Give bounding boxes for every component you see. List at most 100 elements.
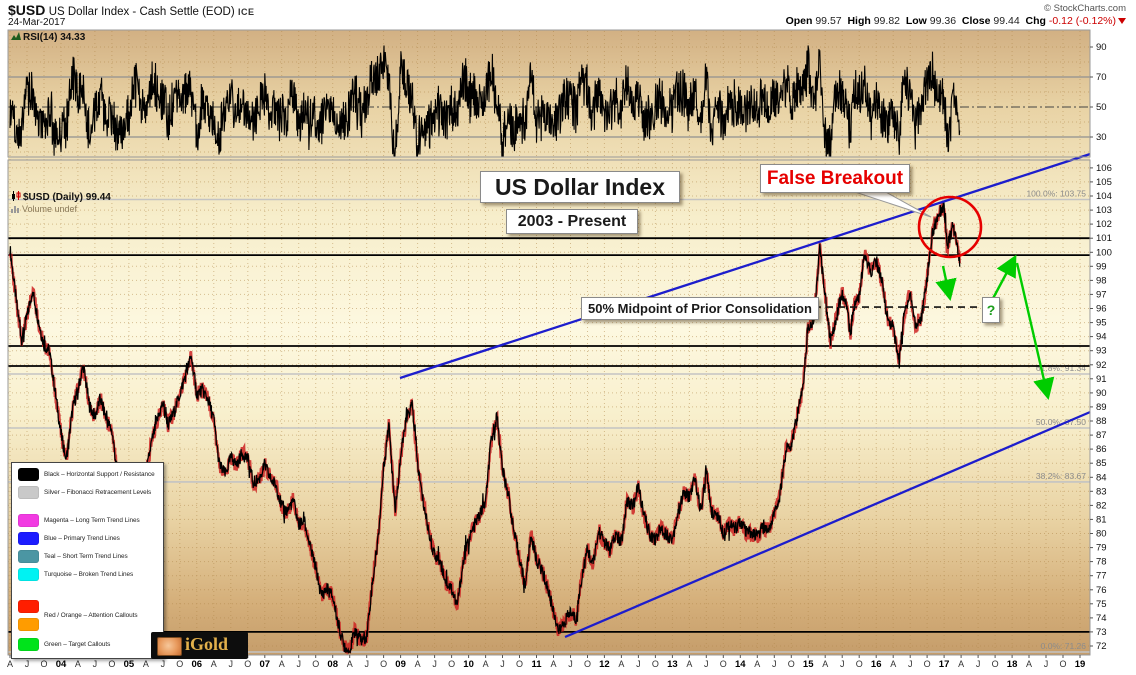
svg-text:J: J	[364, 659, 369, 669]
svg-text:91: 91	[1096, 374, 1107, 385]
legend-swatch-magenta	[18, 514, 39, 527]
instrument-name: US Dollar Index - Cash Settle (EOD)	[48, 6, 235, 18]
chart-title-box: US Dollar Index	[480, 171, 680, 203]
svg-text:78: 78	[1096, 557, 1107, 568]
svg-text:J: J	[908, 659, 913, 669]
svg-text:18: 18	[1007, 659, 1018, 670]
svg-text:30: 30	[1096, 132, 1107, 143]
svg-text:104: 104	[1096, 191, 1112, 202]
svg-text:A: A	[958, 659, 964, 669]
open-label: Open	[785, 15, 813, 27]
svg-text:11: 11	[531, 659, 542, 670]
svg-text:17: 17	[939, 659, 950, 670]
legend-label-green: Green – Target Callouts	[44, 641, 111, 648]
svg-text:09: 09	[395, 659, 406, 670]
svg-text:J: J	[772, 659, 777, 669]
legend-swatch-silver	[18, 486, 39, 499]
svg-text:A: A	[75, 659, 81, 669]
midpoint-label-box: 50% Midpoint of Prior Consolidation	[581, 297, 819, 320]
svg-text:J: J	[500, 659, 505, 669]
svg-text:J: J	[229, 659, 234, 669]
svg-text:80: 80	[1096, 529, 1107, 540]
legend-label-red-orange: Red / Orange – Attention Callouts	[44, 612, 138, 619]
svg-text:93: 93	[1096, 346, 1107, 357]
svg-text:A: A	[618, 659, 624, 669]
close-value: 99.44	[993, 15, 1020, 27]
svg-text:A: A	[143, 659, 149, 669]
chg-label: Chg	[1025, 15, 1046, 27]
legend-label-blue: Blue – Primary Trend Lines	[44, 535, 120, 542]
rsi-series	[9, 45, 961, 157]
fib-label: 61.8%: 91.34	[1036, 363, 1086, 373]
svg-text:77: 77	[1096, 571, 1107, 582]
svg-text:100: 100	[1096, 247, 1112, 258]
svg-text:06: 06	[192, 659, 203, 670]
svg-text:82: 82	[1096, 500, 1107, 511]
svg-text:O: O	[516, 659, 523, 669]
svg-text:J: J	[161, 659, 166, 669]
svg-text:89: 89	[1096, 402, 1107, 413]
svg-text:O: O	[108, 659, 115, 669]
svg-text:14: 14	[735, 659, 746, 670]
target-arrows	[935, 254, 1055, 401]
question-mark-box: ?	[982, 297, 1000, 323]
svg-text:O: O	[856, 659, 863, 669]
svg-text:O: O	[720, 659, 727, 669]
symbol: $USD	[8, 2, 46, 18]
svg-text:86: 86	[1096, 444, 1107, 455]
igold-logo: iGold	[151, 632, 248, 659]
svg-text:83: 83	[1096, 486, 1107, 497]
exchange: ICE	[238, 7, 255, 17]
open-value: 99.57	[815, 15, 842, 27]
svg-text:A: A	[686, 659, 692, 669]
svg-text:O: O	[788, 659, 795, 669]
x-axis-labels: A J O 04 A J O 05 A J O 06 A J O 07 A J O 08 A J O 09 A J O 10 A J O 11…	[7, 655, 1085, 670]
svg-text:97: 97	[1096, 289, 1107, 300]
price-series	[8, 200, 961, 655]
svg-text:A: A	[279, 659, 285, 669]
svg-text:O: O	[1059, 659, 1066, 669]
svg-text:16: 16	[871, 659, 882, 670]
high-label: High	[847, 15, 871, 27]
candlestick-icon	[11, 191, 21, 204]
legend-swatch-orange	[18, 618, 39, 631]
rsi-panel-label: RSI(14) 34.33	[11, 32, 85, 44]
svg-text:70: 70	[1096, 72, 1107, 83]
panel-borders	[7, 29, 1091, 656]
svg-text:10: 10	[463, 659, 474, 670]
svg-text:J: J	[93, 659, 98, 669]
svg-text:J: J	[704, 659, 709, 669]
svg-text:A: A	[550, 659, 556, 669]
svg-text:O: O	[584, 659, 591, 669]
svg-text:15: 15	[803, 659, 814, 670]
legend-swatch-teal	[18, 550, 39, 563]
legend-box: Black – Horizontal Support / Resistance …	[11, 462, 164, 659]
legend-label-black: Black – Horizontal Support / Resistance	[44, 471, 155, 478]
low-value: 99.36	[929, 15, 957, 27]
svg-text:J: J	[296, 659, 301, 669]
legend-swatch-green	[18, 638, 39, 651]
svg-text:J: J	[840, 659, 845, 669]
svg-text:J: J	[636, 659, 641, 669]
volume-label: Volume undef	[11, 204, 77, 215]
svg-text:98: 98	[1096, 275, 1107, 286]
svg-text:90: 90	[1096, 42, 1107, 53]
svg-text:105: 105	[1096, 177, 1112, 188]
svg-text:106: 106	[1096, 163, 1112, 174]
svg-text:88: 88	[1096, 416, 1107, 427]
svg-text:85: 85	[1096, 458, 1107, 469]
svg-text:95: 95	[1096, 318, 1107, 329]
svg-text:72: 72	[1096, 641, 1107, 652]
svg-text:A: A	[890, 659, 896, 669]
svg-text:73: 73	[1096, 627, 1107, 638]
legend-label-silver: Silver – Fibonacci Retracement Levels	[44, 489, 152, 496]
svg-text:75: 75	[1096, 599, 1107, 610]
svg-text:96: 96	[1096, 304, 1107, 315]
svg-text:A: A	[7, 659, 13, 669]
svg-text:102: 102	[1096, 219, 1112, 230]
fib-label: 0.0%: 71.26	[1041, 641, 1087, 651]
svg-text:79: 79	[1096, 543, 1107, 554]
legend-swatch-red	[18, 600, 39, 613]
svg-text:J: J	[25, 659, 30, 669]
